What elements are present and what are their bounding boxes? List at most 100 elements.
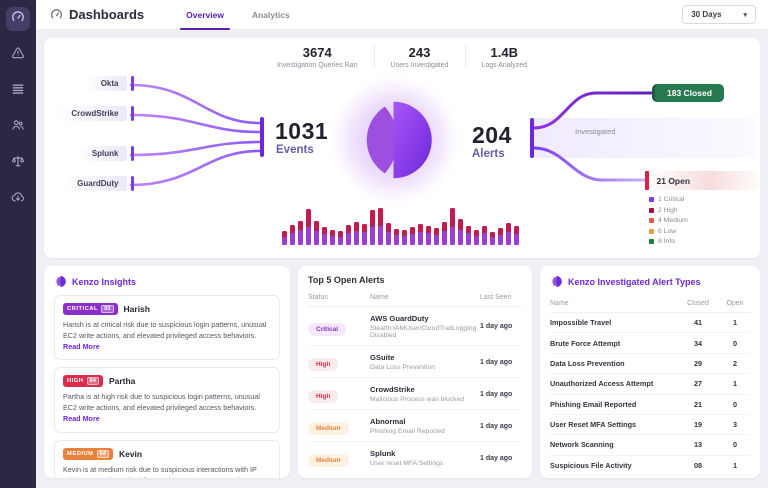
activity-bar	[506, 223, 511, 245]
investigated-type-row[interactable]: Brute Force Attempt 34 0	[550, 333, 750, 354]
tab-analytics[interactable]: Analytics	[251, 9, 290, 20]
source-tick-bar	[130, 176, 134, 191]
stat-divider	[373, 45, 375, 69]
status-pill: Medium	[308, 454, 349, 467]
sidebar-item-cloud-download[interactable]	[6, 187, 30, 211]
chevron-down-icon: ▾	[743, 11, 747, 19]
stat-divider	[464, 45, 466, 69]
insight-card-header: HIGH 84 Partha	[63, 375, 271, 388]
alert-name-cell: Abnormal Phishing Email Reported	[370, 417, 480, 435]
activity-bar	[490, 232, 495, 245]
activity-bar	[474, 230, 479, 245]
source-label: Okta	[84, 76, 127, 91]
source-node-okta[interactable]: Okta	[52, 76, 134, 91]
type-name: Phishing Email Reported	[550, 399, 637, 409]
activity-bar	[322, 227, 327, 245]
alert-last-seen-cell: 1 day ago	[480, 323, 522, 330]
investigated-title-row: Kenzo Investigated Alert Types	[550, 275, 750, 288]
bottom-panels: Kenzo Insights CRITICAL 93 Harish Harish is…	[44, 266, 760, 478]
insight-card-header: MEDIUM 64 Kevin	[63, 447, 271, 460]
alert-last-seen-cell: 1 day ago	[480, 359, 522, 366]
severity-badge: CRITICAL 93	[63, 303, 118, 315]
investigated-type-row[interactable]: Unauthorized Access Attempt 27 1	[550, 374, 750, 395]
sidebar-item-scale[interactable]	[6, 151, 30, 175]
insights-title: Kenzo Insights	[72, 276, 137, 287]
insight-card: MEDIUM 64 Kevin Kevin is at medium risk due…	[54, 439, 280, 478]
open-chip-red-bar	[645, 171, 649, 190]
type-open-count: 1	[732, 379, 738, 389]
insight-description: Harish is at critical risk due to suspic…	[63, 320, 267, 340]
sidebar-item-logs[interactable]	[6, 79, 30, 103]
tab-overview[interactable]: Overview	[172, 0, 238, 30]
insight-description: Partha is at high risk due to suspicious…	[63, 392, 260, 413]
alert-status-cell: Medium	[308, 449, 370, 467]
investigated-type-row[interactable]: Network Scanning 13 0	[550, 435, 750, 456]
alert-row[interactable]: Medium Splunk User reset MFA Settings 1 day…	[308, 442, 522, 473]
insights-title-row: Kenzo Insights	[54, 275, 280, 288]
source-node-guardduty[interactable]: GuardDuty	[52, 176, 134, 191]
activity-bar	[314, 221, 319, 245]
alert-detail: Stealth:IAMUser/CloudTrailLoggingDisable…	[370, 325, 477, 339]
activity-bar	[338, 231, 343, 245]
alert-source-name: AWS GuardDuty	[370, 314, 429, 323]
investigated-type-row[interactable]: Data Loss Prevention 29 2	[550, 354, 750, 375]
activity-bar	[450, 208, 455, 245]
stat-label: Investigation Queries Ran	[276, 62, 358, 69]
alert-name-cell: Splunk User reset MFA Settings	[370, 449, 480, 467]
severity-legend: 1 Critical 2 High 4 Medium 6 Low 8 Info	[649, 196, 688, 245]
source-label: Splunk	[75, 146, 127, 161]
type-closed-count: 34	[693, 338, 703, 348]
alert-detail: Malicious Process was blocked	[370, 396, 465, 403]
open-alerts-chip[interactable]: 21 Open	[645, 171, 760, 190]
legend-swatch	[649, 207, 654, 213]
gauge-logo-icon	[50, 8, 63, 21]
sidebar	[0, 0, 36, 488]
status-pill: High	[308, 390, 339, 403]
investigated-type-row[interactable]: Anomalous Authentication Attempt030	[550, 476, 750, 478]
investigated-type-row[interactable]: Suspicious File Activity 08 1	[550, 456, 750, 476]
sidebar-item-users[interactable]	[6, 115, 30, 139]
investigated-type-row[interactable]: Impossible Travel 41 1	[550, 313, 750, 334]
read-more-link[interactable]: Read More	[63, 413, 100, 423]
tab-bar: Overview Analytics	[172, 0, 304, 30]
activity-bar	[370, 210, 375, 245]
severity-label: MEDIUM	[67, 450, 94, 457]
read-more-link[interactable]: Read More	[63, 341, 100, 351]
sidebar-item-alert-triangle[interactable]	[6, 43, 30, 67]
type-name: Unauthorized Access Attempt	[550, 379, 654, 389]
activity-bar	[482, 226, 487, 245]
events-node-bar	[260, 117, 264, 157]
type-open-count: 2	[732, 358, 738, 368]
alert-row[interactable]: High CrowdStrike Malicious Process was blo…	[308, 378, 522, 410]
sidebar-item-gauge-logo[interactable]	[6, 7, 30, 31]
stat-item: 3674 Investigation Queries Ran	[261, 45, 374, 69]
type-open-count: 3	[732, 420, 738, 430]
alert-row[interactable]: Critical AWS GuardDuty Stealth:IAMUser/Clo…	[308, 307, 522, 346]
col-last-seen: Last Seen	[480, 294, 512, 301]
insight-text: Harish is at critical risk due to suspic…	[63, 320, 271, 352]
activity-bar	[386, 223, 391, 245]
source-label: GuardDuty	[61, 176, 127, 191]
investigated-type-row[interactable]: Phishing Email Reported 21 0	[550, 395, 750, 415]
severity-score: 84	[86, 377, 99, 386]
investigated-type-row[interactable]: User Reset MFA Settings 19 3	[550, 415, 750, 436]
alert-row[interactable]: High GSuite Data Loss Prevention 1 day ago	[308, 346, 522, 378]
type-name: Data Loss Prevention	[550, 358, 625, 368]
activity-bar-chart	[282, 206, 519, 245]
cloud-download-icon	[11, 190, 25, 209]
type-name: Network Scanning	[550, 440, 614, 450]
activity-bar	[402, 230, 407, 245]
source-node-crowdstrike[interactable]: CrowdStrike	[52, 106, 134, 121]
alert-row[interactable]: Medium Abnormal Phishing Email Reported 1 d…	[308, 410, 522, 442]
time-range-dropdown[interactable]: 30 Days ▾	[682, 5, 756, 24]
activity-bar	[362, 224, 367, 245]
alert-source-name: GSuite	[370, 353, 395, 362]
alert-last-seen-cell: 1 day ago	[480, 391, 522, 398]
users-icon	[11, 118, 25, 137]
insight-text: Partha is at high risk due to suspicious…	[63, 392, 271, 424]
activity-bar	[426, 226, 431, 245]
activity-bar	[282, 231, 287, 245]
activity-bar	[290, 225, 295, 245]
closed-alerts-badge[interactable]: 183 Closed	[652, 84, 724, 102]
source-node-splunk[interactable]: Splunk	[52, 146, 134, 161]
